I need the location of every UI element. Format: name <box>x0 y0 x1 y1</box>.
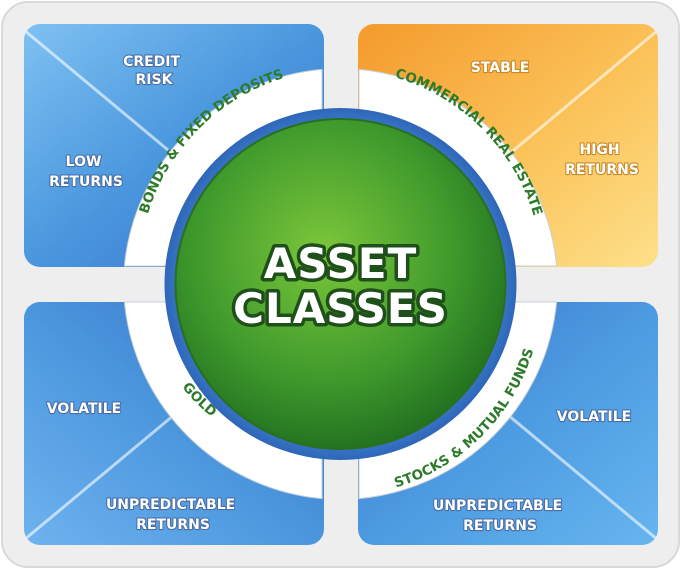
label-volatile-gold: VOLATILE <box>47 401 121 417</box>
center-title-line2: CLASSES <box>233 284 448 333</box>
label-high-returns: HIGH RETURNS <box>565 142 639 178</box>
label-volatile-stocks: VOLATILE <box>557 409 631 425</box>
center-title-line1: ASSET <box>264 239 417 288</box>
label-stable: STABLE <box>471 60 530 76</box>
label-low-returns: LOW RETURNS <box>49 154 123 190</box>
label-unpredictable-returns-gold: UNPREDICTABLE RETURNS <box>106 497 240 533</box>
label-unpredictable-returns-stocks: UNPREDICTABLE RETURNS <box>433 498 567 534</box>
center-circle <box>174 118 507 450</box>
ring <box>123 68 558 500</box>
label-credit-risk: CREDIT RISK <box>123 54 185 88</box>
